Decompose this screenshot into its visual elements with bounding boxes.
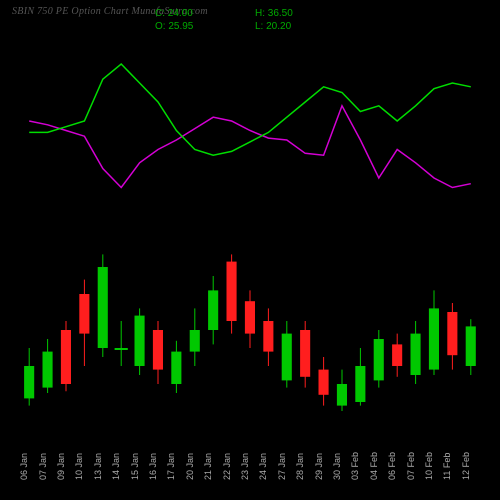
- x-tick-label: 03 Feb: [350, 452, 360, 480]
- candle-body: [319, 370, 329, 395]
- line-series-green: [29, 64, 471, 155]
- x-tick-label: 06 Feb: [387, 452, 397, 480]
- x-tick-label: 17 Jan: [166, 453, 176, 480]
- x-tick-label: 27 Jan: [277, 453, 287, 480]
- x-axis-labels: 06 Jan 07 Jan 09 Jan 10 Jan 13 Jan 14 Jan 15 J…: [20, 430, 480, 490]
- x-tick-label: 04 Feb: [369, 452, 379, 480]
- candle-body: [190, 330, 200, 352]
- chart-root: { "title": "SBIN 750 PE Option Chart Mun…: [0, 0, 500, 500]
- x-tick-label: 29 Jan: [314, 453, 324, 480]
- x-tick-label: 11 Feb: [442, 453, 452, 480]
- candle-body: [300, 330, 310, 377]
- candle-body: [429, 308, 439, 369]
- candle-body: [171, 352, 181, 384]
- chart-area: [20, 40, 480, 420]
- x-tick-label: 23 Jan: [240, 453, 250, 480]
- line-series-magenta: [29, 106, 471, 188]
- candle-body: [61, 330, 71, 384]
- x-tick-label: 22 Jan: [222, 453, 232, 480]
- x-tick-label: 10 Feb: [424, 452, 434, 480]
- candle-body: [115, 348, 128, 350]
- chart-svg: [20, 40, 480, 420]
- x-tick-label: 12 Feb: [461, 452, 471, 480]
- x-tick-label: 09 Jan: [56, 453, 66, 480]
- x-tick-label: 28 Jan: [295, 453, 305, 480]
- x-tick-label: 06 Jan: [19, 453, 29, 480]
- candle-body: [374, 339, 384, 380]
- x-tick-label: 20 Jan: [185, 453, 195, 480]
- x-tick-label: 15 Jan: [130, 453, 140, 480]
- candle-body: [135, 316, 145, 366]
- candle-body: [208, 290, 218, 330]
- candle-body: [153, 330, 163, 370]
- candle-body: [392, 344, 402, 366]
- high-value: H: 36.50: [255, 8, 293, 21]
- x-tick-label: 14 Jan: [111, 453, 121, 480]
- candle-body: [355, 366, 365, 402]
- ohlc-block-2: H: 36.50 L: 20.20: [255, 8, 293, 33]
- open-value: O: 25.95: [155, 21, 193, 34]
- low-value: L: 20.20: [255, 21, 293, 34]
- candle-body: [245, 301, 255, 333]
- x-tick-label: 13 Jan: [93, 453, 103, 480]
- x-tick-label: 21 Jan: [203, 453, 213, 480]
- candle-body: [227, 262, 237, 321]
- candle-body: [337, 384, 347, 406]
- x-tick-label: 07 Feb: [406, 452, 416, 480]
- close-value: C: 24.00: [155, 8, 193, 21]
- x-tick-label: 07 Jan: [38, 453, 48, 480]
- candle-body: [263, 321, 273, 352]
- candle-body: [411, 334, 421, 375]
- candle-body: [43, 352, 53, 388]
- candle-body: [24, 366, 34, 398]
- x-tick-label: 24 Jan: [258, 453, 268, 480]
- ohlc-block-1: C: 24.00 O: 25.95: [155, 8, 193, 33]
- candle-body: [79, 294, 89, 334]
- candle-body: [466, 326, 476, 366]
- candle-body: [447, 312, 457, 355]
- x-tick-label: 10 Jan: [74, 453, 84, 480]
- x-tick-label: 16 Jan: [148, 453, 158, 480]
- candle-body: [98, 267, 108, 348]
- x-tick-label: 30 Jan: [332, 453, 342, 480]
- candle-body: [282, 334, 292, 381]
